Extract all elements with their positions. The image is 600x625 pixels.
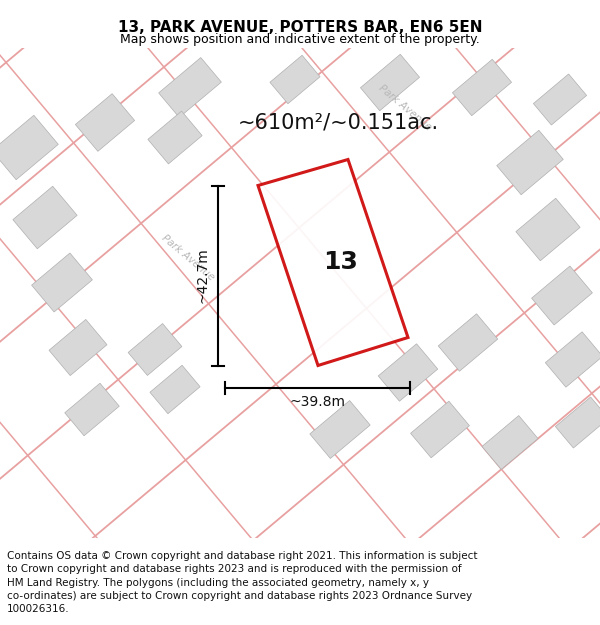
Polygon shape xyxy=(148,111,202,164)
Polygon shape xyxy=(150,365,200,414)
Polygon shape xyxy=(556,397,600,448)
Polygon shape xyxy=(0,115,58,180)
Text: ~610m²/~0.151ac.: ~610m²/~0.151ac. xyxy=(238,112,439,132)
Polygon shape xyxy=(532,266,592,325)
Polygon shape xyxy=(270,55,320,104)
Polygon shape xyxy=(482,416,538,469)
Polygon shape xyxy=(545,332,600,387)
Polygon shape xyxy=(258,159,408,366)
Polygon shape xyxy=(128,324,182,376)
Polygon shape xyxy=(310,401,370,459)
Polygon shape xyxy=(533,74,587,125)
Text: ~42.7m: ~42.7m xyxy=(196,248,210,303)
Polygon shape xyxy=(516,198,580,261)
Polygon shape xyxy=(76,94,134,151)
Polygon shape xyxy=(49,319,107,376)
Polygon shape xyxy=(497,130,563,195)
Text: 13, PARK AVENUE, POTTERS BAR, EN6 5EN: 13, PARK AVENUE, POTTERS BAR, EN6 5EN xyxy=(118,20,482,35)
Polygon shape xyxy=(13,186,77,249)
Text: Park Avenue: Park Avenue xyxy=(160,232,216,282)
Text: Contains OS data © Crown copyright and database right 2021. This information is : Contains OS data © Crown copyright and d… xyxy=(7,551,478,614)
Polygon shape xyxy=(378,344,438,401)
Text: ~39.8m: ~39.8m xyxy=(290,396,346,409)
Text: Map shows position and indicative extent of the property.: Map shows position and indicative extent… xyxy=(120,33,480,46)
Text: 13: 13 xyxy=(323,250,358,274)
Text: Park Avenue: Park Avenue xyxy=(377,82,433,132)
Polygon shape xyxy=(65,383,119,436)
Polygon shape xyxy=(438,314,498,371)
Polygon shape xyxy=(32,253,92,312)
Polygon shape xyxy=(410,401,469,458)
Polygon shape xyxy=(452,59,512,116)
Polygon shape xyxy=(158,58,221,118)
Polygon shape xyxy=(361,54,419,111)
